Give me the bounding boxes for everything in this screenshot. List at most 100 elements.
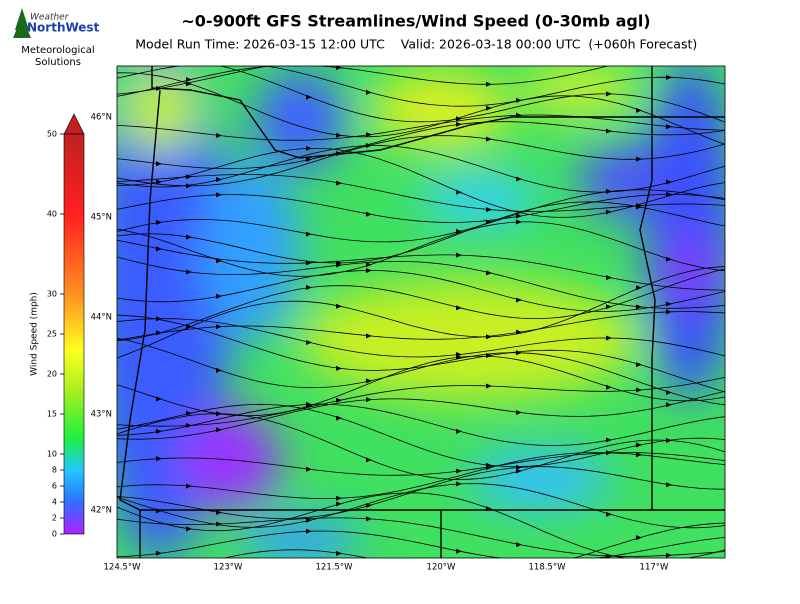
- streamline-arrow: [216, 258, 222, 264]
- streamline: [117, 270, 725, 312]
- lat-label: 45°N: [91, 213, 112, 223]
- colorbar-tick-label: 30: [47, 290, 57, 299]
- streamline-arrow: [336, 397, 342, 403]
- logo-org: Solutions: [35, 57, 81, 68]
- streamline-arrow: [306, 528, 312, 534]
- lon-labels: 124.5°W 123°W 121.5°W 120°W 118.5°W 117°W: [104, 563, 670, 573]
- streamline: [117, 66, 610, 97]
- streamline-arrow: [516, 297, 522, 303]
- streamline-arrow: [306, 94, 312, 100]
- streamline: [117, 314, 725, 393]
- streamline-arrow: [606, 128, 612, 134]
- streamline-arrow: [156, 246, 162, 252]
- streamline-arrow: [606, 209, 612, 215]
- streamline-arrow: [336, 132, 342, 138]
- streamline-arrow: [606, 553, 612, 558]
- streamline: [117, 390, 725, 440]
- logo: Weather NorthWest Meteorological Solutio…: [13, 8, 100, 68]
- borders: [119, 66, 725, 558]
- streamline-arrow: [186, 81, 192, 87]
- streamlines: [117, 57, 725, 576]
- streamline-arrow: [456, 189, 462, 195]
- streamline-arrow: [516, 468, 522, 474]
- streamline-arrow: [366, 211, 372, 217]
- streamline: [223, 522, 725, 558]
- colorbar-tick-label: 0: [52, 530, 57, 539]
- streamline-arrow: [186, 410, 192, 416]
- streamline: [117, 318, 725, 358]
- streamline-arrow: [186, 234, 192, 240]
- streamline: [117, 403, 725, 468]
- colorbar-tick-label: 8: [52, 466, 57, 475]
- lon-label: 118.5°W: [529, 563, 567, 573]
- streamline-arrow: [186, 174, 192, 180]
- streamline-arrow: [636, 204, 642, 210]
- streamline-arrow: [636, 387, 642, 393]
- map-frame: [116, 65, 726, 559]
- streamline-arrow: [456, 354, 462, 360]
- streamline-arrow: [216, 521, 222, 527]
- streamline-arrow: [516, 213, 522, 219]
- streamline-arrow: [636, 285, 642, 291]
- streamline-arrow: [306, 401, 312, 407]
- streamline-arrow: [366, 516, 372, 522]
- streamline-arrow: [336, 415, 342, 421]
- streamline-arrow: [306, 260, 312, 266]
- streamline-arrow: [516, 409, 522, 415]
- logo-brand-top: Weather: [30, 13, 70, 23]
- streamline-arrow: [486, 334, 492, 340]
- colorbar-tick-label: 4: [52, 498, 57, 507]
- streamline: [117, 148, 725, 218]
- streamline-arrow: [666, 482, 672, 488]
- streamline-arrow: [456, 428, 462, 434]
- streamline: [117, 266, 725, 359]
- streamline-arrow: [486, 270, 492, 276]
- streamline-arrow: [636, 535, 642, 541]
- streamline-arrow: [336, 66, 342, 71]
- colorbar-tick-label: 50: [47, 130, 57, 139]
- streamline-arrow: [606, 188, 612, 194]
- streamline: [117, 355, 725, 417]
- streamline-arrow: [606, 335, 612, 341]
- colorbar: Wind Speed (mph) 0 2 4 6 8 10 15 20 25 30 40 50: [30, 113, 85, 539]
- streamline-arrow: [666, 402, 672, 408]
- lat-label: 42°N: [91, 506, 112, 516]
- streamline-arrow: [486, 105, 492, 111]
- streamline-arrow: [456, 228, 462, 234]
- streamline-arrow: [456, 116, 462, 122]
- colorbar-tick-label: 6: [52, 482, 57, 491]
- streamline-arrow: [186, 77, 192, 83]
- colorbar-tick-label: 20: [47, 370, 57, 379]
- streamline-arrow: [366, 397, 372, 403]
- streamline-arrow: [606, 437, 612, 443]
- colorbar-tick-label: 25: [47, 330, 57, 339]
- streamline: [117, 256, 725, 309]
- lon-label: 117°W: [640, 563, 669, 573]
- streamline-arrow: [636, 304, 642, 310]
- streamline-arrow: [156, 396, 162, 402]
- streamline-arrow: [456, 305, 462, 311]
- logo-org: Meteorological: [21, 45, 94, 56]
- streamline-arrow: [186, 269, 192, 275]
- streamline-arrow: [666, 74, 672, 80]
- lat-label: 43°N: [91, 410, 112, 420]
- streamline-arrow: [456, 481, 462, 487]
- streamline-arrow: [306, 466, 312, 472]
- streamline-arrow: [636, 362, 642, 368]
- streamline-arrow: [156, 316, 162, 322]
- colorbar-bar: [63, 133, 85, 535]
- streamline-arrow: [306, 156, 312, 162]
- streamline-arrow: [606, 511, 612, 517]
- streamline-arrow: [186, 565, 192, 570]
- streamline-arrow: [156, 179, 162, 185]
- streamline-arrow: [156, 219, 162, 225]
- colorbar-extend: [63, 113, 85, 135]
- streamline-arrow: [516, 219, 522, 225]
- streamline-arrow: [156, 57, 162, 62]
- streamline-arrow: [486, 571, 492, 576]
- streamline-arrow: [366, 378, 372, 384]
- streamline-arrow: [516, 542, 522, 548]
- streamline-arrow: [306, 284, 312, 290]
- streamline-arrow: [516, 464, 522, 470]
